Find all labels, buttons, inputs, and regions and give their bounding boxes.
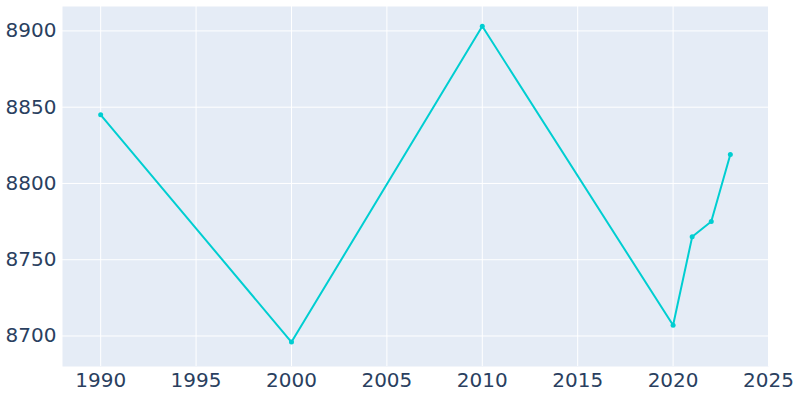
svg-text:2015: 2015 [552,368,603,392]
svg-text:1995: 1995 [171,368,222,392]
svg-text:2010: 2010 [457,368,508,392]
svg-text:2025: 2025 [743,368,794,392]
svg-text:1990: 1990 [75,368,126,392]
svg-text:8800: 8800 [6,171,57,195]
svg-text:8700: 8700 [6,323,57,347]
svg-text:2000: 2000 [266,368,317,392]
svg-text:8850: 8850 [6,95,57,119]
svg-text:2020: 2020 [648,368,699,392]
svg-text:2005: 2005 [361,368,412,392]
svg-text:8900: 8900 [6,18,57,42]
svg-text:8750: 8750 [6,247,57,271]
